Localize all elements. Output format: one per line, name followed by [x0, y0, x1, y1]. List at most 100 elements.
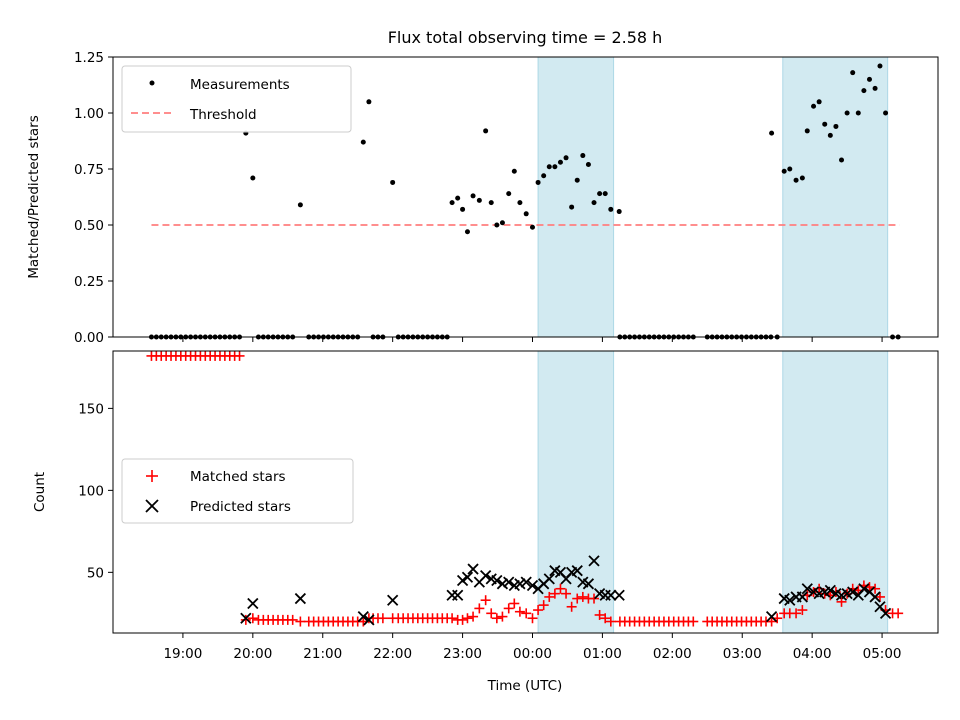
predicted-marker-b	[520, 576, 532, 588]
matched-star-point	[521, 608, 532, 619]
predicted-marker-b	[461, 571, 474, 583]
bottom-legend: Matched stars Predicted stars	[121, 458, 354, 524]
top-y-tick-label: 1.00	[74, 106, 104, 122]
matched-star-point	[577, 591, 588, 602]
predicted-marker-b	[294, 592, 307, 605]
predicted-marker-b	[526, 579, 539, 592]
predicted-star-point	[240, 612, 252, 624]
measurement-point	[449, 200, 455, 206]
measurement-legend-marker	[149, 80, 155, 86]
measurement-point	[781, 168, 787, 174]
matched-star-point	[600, 613, 611, 624]
matched-star-point	[377, 613, 388, 624]
bottom-panel: 19:00 20:00 21:00 22:00 23:00 00:00 01:00 02:00…	[32, 350, 939, 694]
predicted-star-point	[503, 576, 515, 588]
measurement-point	[861, 88, 867, 94]
predicted-star-point	[387, 594, 399, 606]
predicted-star-point	[824, 584, 836, 597]
shaded-span	[537, 56, 615, 338]
bottom-y-tick-label: 100	[78, 483, 104, 499]
bottom-x-tick-label: 23:00	[443, 646, 482, 662]
matched-star-point	[594, 609, 605, 620]
matched-star-point	[555, 583, 566, 594]
measurement-point	[591, 200, 597, 206]
measurement-point	[506, 191, 512, 197]
matched-star-point	[287, 614, 298, 625]
predicted-marker-b	[387, 594, 399, 606]
measurement-point	[557, 159, 563, 165]
predicted-star-point	[588, 555, 600, 567]
predicted-marker-b	[879, 607, 892, 619]
matched-star-point	[836, 596, 847, 607]
matched-star-point	[468, 611, 479, 622]
bottom-legend-box	[121, 458, 354, 524]
predicted-star-point	[467, 563, 479, 575]
measurement-point	[494, 222, 500, 228]
measurement-point	[822, 121, 828, 127]
measurement-point	[855, 110, 861, 116]
bottom-axes-frame	[112, 350, 939, 634]
predicted-star-point	[456, 574, 469, 587]
top-y-tick-label: 1.25	[74, 50, 104, 66]
predicted-marker-b	[807, 586, 820, 598]
predicted-marker-b	[357, 610, 369, 623]
predicted-star-point	[858, 583, 870, 595]
matched-star-point	[462, 613, 473, 624]
predicted-marker-b	[571, 565, 583, 577]
bottom-x-ticks: 19:00 20:00 21:00 22:00 23:00 00:00 01:00 02:00…	[163, 633, 902, 662]
predicted-marker-b	[543, 573, 555, 585]
measurement-point	[866, 76, 872, 82]
measurement-point	[552, 164, 558, 170]
predicted-marker-b	[363, 614, 375, 626]
bottom-x-tick-label: 00:00	[513, 646, 552, 662]
measurement-point	[850, 70, 856, 76]
bottom-x-tick-label: 21:00	[303, 646, 342, 662]
bottom-x-tick-label: 02:00	[653, 646, 692, 662]
predicted-marker-b	[503, 576, 515, 588]
predicted-marker-b	[485, 573, 497, 585]
top-legend-box	[121, 65, 352, 133]
predicted-marker-b	[801, 583, 813, 595]
predicted-marker-b	[549, 565, 561, 577]
x-axis-label: Time (UTC)	[487, 678, 563, 694]
predicted-marker-b	[582, 578, 595, 590]
measurement-point	[483, 128, 489, 134]
predicted-marker-b	[240, 612, 252, 624]
matched-star-point	[538, 600, 549, 611]
predicted-star-point	[480, 569, 492, 582]
matched-legend-marker	[146, 470, 158, 482]
predicted-star-points	[240, 555, 892, 626]
matched-star-point	[797, 605, 808, 616]
top-y-tick-label: 0.75	[74, 162, 104, 178]
predicted-star-point	[869, 591, 881, 603]
measurement-point	[464, 229, 470, 235]
matched-star-point	[474, 603, 485, 614]
measurement-point	[563, 155, 569, 161]
measurement-point	[546, 164, 552, 170]
predicted-star-point	[294, 592, 307, 605]
measurement-point	[804, 128, 810, 134]
measurement-point	[602, 191, 608, 197]
predicted-star-point	[801, 583, 813, 595]
legend-threshold: Threshold	[189, 107, 257, 123]
predicted-marker-b	[554, 566, 567, 578]
predicted-marker-b	[824, 584, 836, 597]
top-y-ticks: 0.00 0.25 0.50 0.75 1.00 1.25	[74, 50, 113, 346]
bottom-x-tick-label: 04:00	[793, 646, 832, 662]
predicted-marker-b	[858, 583, 870, 595]
measurement-point	[297, 202, 303, 208]
matched-star-point	[295, 616, 306, 627]
matched-star-point	[549, 588, 560, 599]
measurement-point	[574, 177, 580, 183]
predicted-star-point	[582, 578, 595, 590]
matched-star-point	[533, 605, 544, 616]
measurement-point	[517, 200, 523, 206]
predicted-star-point	[784, 594, 796, 606]
measurement-point	[608, 206, 614, 212]
matched-star-point	[893, 608, 904, 619]
predicted-marker-b	[593, 588, 606, 600]
legend-measurements: Measurements	[190, 77, 290, 93]
bottom-x-tick-label: 19:00	[163, 646, 202, 662]
measurement-point	[616, 209, 622, 215]
